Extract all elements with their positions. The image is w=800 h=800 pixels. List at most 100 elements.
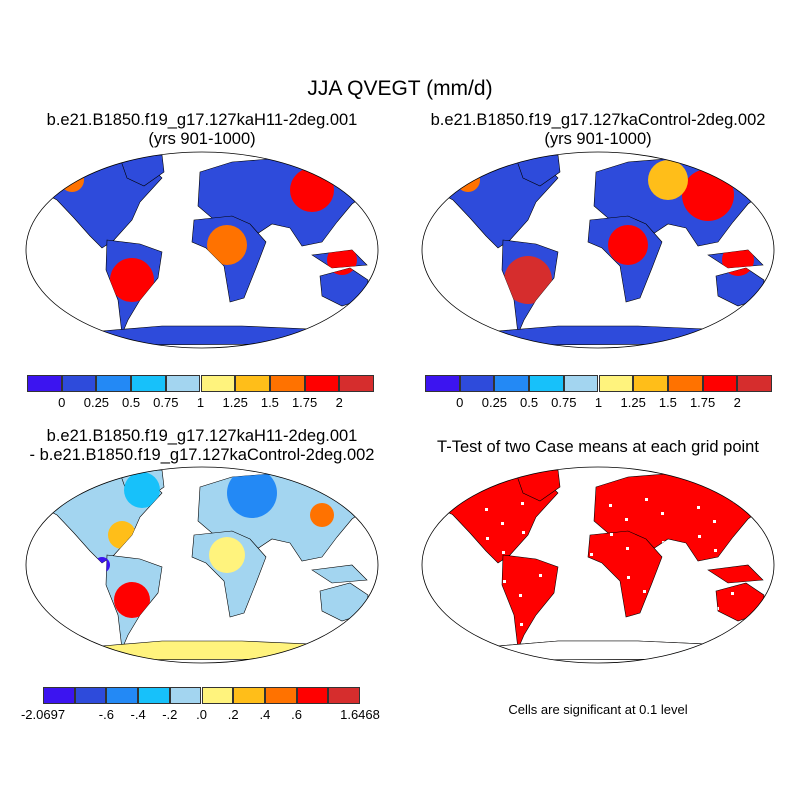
colorbar-swatch (529, 375, 564, 392)
significance-note: Cells are significant at 0.1 level (508, 702, 688, 717)
map-border (421, 466, 775, 664)
value-region (648, 160, 688, 200)
colorbar-swatch (737, 375, 772, 392)
land-southeast-asia (707, 564, 764, 584)
colorbar-swatch (96, 375, 132, 392)
non-significant-cell (607, 596, 610, 599)
colorbar-label: 1.25 (222, 395, 248, 410)
colorbar-swatch (563, 375, 599, 392)
colorbar-swatch (165, 375, 201, 392)
non-significant-cell (467, 586, 470, 589)
value-region (114, 582, 150, 618)
colorbar-swatch (296, 687, 329, 704)
colorbar-swatch (106, 687, 139, 704)
non-significant-cell (660, 633, 663, 636)
colorbar-label: -.6 (98, 707, 114, 722)
non-significant-cell (715, 578, 718, 581)
colorbar-swatch (494, 375, 530, 392)
non-significant-cell (645, 498, 648, 501)
value-region (504, 256, 552, 304)
panel2-title: b.e21.B1850.f19_g17.127kaControl-2deg.00… (430, 111, 766, 129)
colorbar-swatch (633, 375, 668, 392)
colorbar-label: .4 (259, 707, 271, 722)
colorbar-swatch (138, 687, 170, 704)
colorbar-swatch (598, 375, 634, 392)
non-significant-cell (644, 619, 647, 622)
non-significant-cell (555, 588, 558, 591)
non-significant-cell (575, 568, 578, 571)
non-significant-cell (573, 510, 576, 513)
value-region (310, 503, 334, 527)
value-region (456, 168, 480, 192)
non-significant-cell (608, 625, 611, 628)
non-significant-cell (504, 609, 507, 612)
map-panel-1 (25, 151, 379, 349)
colorbar-label: -.2 (162, 707, 178, 722)
colorbar-swatch (201, 687, 234, 704)
non-significant-cell (627, 576, 630, 579)
colorbar-label: 2 (733, 395, 741, 410)
non-significant-cell (678, 555, 681, 558)
non-significant-cell (663, 570, 666, 573)
map-border (421, 151, 775, 349)
non-significant-cell (450, 543, 453, 546)
land-africa (587, 530, 663, 618)
non-significant-cell (468, 615, 471, 618)
non-significant-cell (698, 535, 701, 538)
non-significant-cell (539, 574, 542, 577)
colorbar-label: 1 (594, 395, 603, 410)
colorbar-label: -.4 (130, 707, 146, 722)
value-region (290, 168, 334, 212)
colorbar-swatch (61, 375, 97, 392)
map-border (25, 151, 379, 349)
colorbar-swatch (328, 687, 360, 704)
colorbar-label: 1 (196, 395, 205, 410)
non-significant-cell (626, 547, 629, 550)
colorbar-difference: -2.0697 -.6 -.4 -.2 .0 .2 .4 .6 1.6468 (21, 687, 380, 727)
value-region (227, 470, 277, 518)
non-significant-cell (679, 584, 682, 587)
non-significant-cell (696, 627, 699, 630)
colorbar-label: 0.75 (551, 395, 577, 410)
colorbar-label: 0.25 (481, 395, 508, 410)
colorbar-label: 0.25 (83, 395, 110, 410)
colorbar-swatch (264, 687, 297, 704)
colorbar-swatch (74, 687, 107, 704)
non-significant-cell (554, 559, 557, 562)
colorbar-swatch (43, 687, 75, 704)
value-region (327, 245, 357, 275)
land-australia (319, 582, 369, 622)
panel3-title: b.e21.B1850.f19_g17.127kaH11-2deg.001 (46, 427, 358, 445)
colorbar-swatch (459, 375, 495, 392)
colorbar-swatch (27, 375, 62, 392)
non-significant-cell (661, 512, 664, 515)
colorbar-label: .0 (196, 707, 207, 722)
non-significant-cell (591, 582, 594, 585)
colorbar-swatch (200, 375, 236, 392)
colorbar-label: 1.6468 (340, 707, 380, 722)
map-panel-2 (421, 151, 775, 349)
panel3-subtitle: - b.e21.B1850.f19_g17.127kaControl-2deg.… (29, 446, 375, 464)
colorbar-label: .6 (291, 707, 303, 722)
non-significant-cell (484, 629, 487, 632)
colorbar-label: 1.25 (620, 395, 646, 410)
non-significant-cell (466, 557, 469, 560)
value-region (209, 537, 245, 573)
non-significant-cell (537, 516, 540, 519)
non-significant-cell (697, 506, 700, 509)
non-significant-cell (592, 611, 595, 614)
colorbar-swatch (169, 687, 202, 704)
colorbar-label: 1.5 (260, 395, 279, 410)
non-significant-cell (609, 504, 612, 507)
non-significant-cell (519, 594, 522, 597)
colorbar-swatch (425, 375, 460, 392)
map-panel-3 (25, 466, 379, 664)
non-significant-cell (680, 613, 683, 616)
colorbar-label: 1.75 (689, 395, 716, 410)
value-region (682, 169, 734, 221)
non-significant-cell (485, 508, 488, 511)
non-significant-cell (501, 522, 504, 525)
non-significant-cell (520, 623, 523, 626)
value-region (207, 225, 247, 265)
land-antarctica (89, 325, 343, 346)
